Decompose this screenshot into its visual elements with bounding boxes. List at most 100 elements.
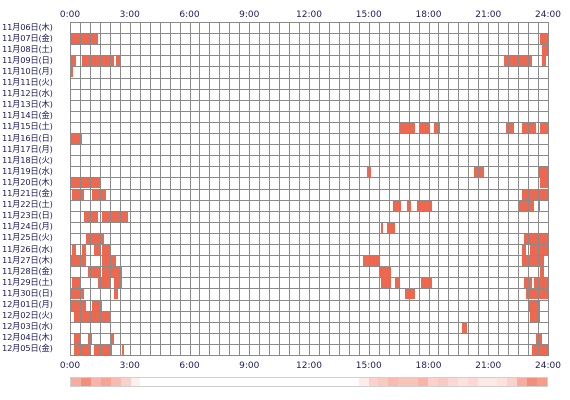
- summary-heat-cell: [447, 378, 459, 386]
- summary-heat-cell: [378, 378, 389, 386]
- summary-heat-cell: [279, 378, 290, 386]
- date-label: 12月05日(金): [2, 343, 53, 354]
- top-time-label: 3:00: [119, 10, 140, 20]
- grid-horizontal-line: [70, 277, 549, 279]
- grid-horizontal-line: [70, 244, 549, 245]
- grid-horizontal-line: [70, 343, 549, 345]
- activity-bar: [380, 222, 383, 233]
- date-label: 12月03日(水): [2, 321, 53, 332]
- summary-heat-cell: [110, 378, 122, 386]
- summary-heat-cell: [358, 378, 369, 386]
- grid-horizontal-line: [70, 210, 549, 212]
- activity-bar: [93, 344, 112, 355]
- activity-bar: [522, 256, 544, 267]
- summary-heat-cell: [229, 378, 241, 386]
- activity-bar: [398, 122, 415, 133]
- activity-bar: [115, 56, 120, 67]
- date-label: 11月25日(火): [2, 232, 53, 243]
- date-label: 11月11日(火): [2, 77, 53, 87]
- activity-bar: [542, 56, 546, 67]
- activity-bar: [532, 344, 548, 355]
- activity-bar: [528, 300, 541, 311]
- activity-bar: [85, 233, 104, 244]
- summary-heat-cell: [497, 378, 508, 386]
- date-label: 11月23日(日): [2, 210, 53, 221]
- grid-horizontal-line: [70, 188, 549, 190]
- summary-heat-cell: [437, 378, 449, 386]
- grid-horizontal-line: [70, 288, 549, 290]
- top-time-label: 12:00: [296, 10, 322, 20]
- activity-bar: [522, 189, 548, 200]
- summary-heat-cell: [388, 378, 399, 386]
- activity-bar: [101, 245, 110, 256]
- activity-bar: [386, 222, 395, 233]
- activity-bar: [462, 322, 468, 333]
- activity-bar: [70, 289, 84, 300]
- summary-heat-cell: [249, 378, 260, 386]
- summary-heat-cell: [457, 378, 469, 386]
- activity-bar: [70, 56, 76, 67]
- grid-horizontal-line: [70, 355, 549, 356]
- activity-bar: [530, 311, 541, 322]
- summary-heat-cell: [199, 378, 211, 386]
- summary-heat-cell: [259, 378, 270, 386]
- top-time-label: 21:00: [475, 10, 502, 20]
- summary-heat-cell: [180, 378, 191, 386]
- summary-heat-cell: [120, 378, 131, 386]
- date-label: 11月13日(木): [2, 99, 53, 110]
- summary-heat-cell: [269, 378, 280, 386]
- date-label: 11月24日(月): [2, 221, 53, 232]
- summary-heat-cell: [130, 378, 141, 386]
- activity-bar: [97, 278, 110, 289]
- activity-bar: [526, 289, 548, 300]
- date-label: 11月29日(土): [2, 276, 53, 287]
- grid-horizontal-line: [70, 144, 549, 146]
- date-label: 11月18日(火): [2, 154, 53, 165]
- date-label: 11月14日(金): [2, 110, 53, 121]
- bottom-time-label: 6:00: [179, 361, 200, 371]
- summary-heat-cell: [368, 378, 379, 386]
- activity-bar: [70, 178, 100, 189]
- activity-bar: [71, 189, 84, 200]
- activity-grid: [70, 22, 549, 356]
- activity-bar: [540, 122, 548, 133]
- grid-horizontal-line: [70, 55, 549, 57]
- top-time-label: 15:00: [355, 10, 382, 20]
- activity-bar: [536, 333, 543, 344]
- bottom-time-label: 3:00: [119, 361, 140, 371]
- summary-heat-cell: [190, 378, 201, 386]
- activity-bar: [540, 267, 544, 278]
- activity-bar: [70, 134, 82, 145]
- date-label: 12月04日(木): [2, 332, 53, 343]
- summary-heat-cell: [100, 378, 112, 386]
- date-label: 11月21日(金): [2, 188, 53, 198]
- summary-heat-cell: [398, 378, 409, 386]
- date-label: 11月10日(月): [2, 65, 53, 76]
- activity-bar: [70, 300, 86, 311]
- activity-bar: [418, 122, 431, 133]
- summary-heat-cell: [487, 378, 498, 386]
- grid-horizontal-line: [70, 166, 549, 168]
- grid-horizontal-line: [70, 133, 549, 134]
- grid-horizontal-line: [70, 44, 549, 46]
- grid-horizontal-line: [70, 310, 549, 312]
- summary-heat-cell: [209, 378, 221, 386]
- activity-bar: [420, 278, 433, 289]
- activity-bar: [394, 278, 399, 289]
- activity-bar: [534, 278, 548, 289]
- activity-bar: [532, 233, 548, 244]
- grid-horizontal-line: [70, 22, 549, 23]
- bottom-time-label: 15:00: [355, 361, 382, 371]
- activity-bar: [366, 167, 371, 178]
- date-label: 11月27日(木): [2, 254, 53, 265]
- date-label: 12月01日(月): [2, 299, 53, 309]
- date-label: 11月08日(土): [2, 43, 53, 54]
- grid-horizontal-line: [70, 321, 549, 323]
- activity-bar: [522, 245, 527, 256]
- summary-heat-cell: [338, 378, 350, 386]
- date-label: 11月22日(土): [2, 199, 53, 210]
- activity-bar: [71, 278, 80, 289]
- activity-bar: [93, 245, 100, 256]
- summary-heat-cell: [318, 378, 330, 386]
